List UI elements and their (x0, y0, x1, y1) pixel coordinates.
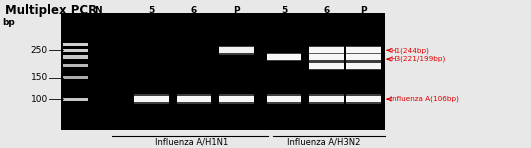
Bar (219, 96, 254, 102)
Bar (63, 64, 88, 67)
Text: Influenza A(106bp): Influenza A(106bp) (387, 96, 459, 102)
Text: Influenza A/H3N2: Influenza A/H3N2 (287, 138, 361, 147)
Bar (309, 96, 344, 102)
Text: 6: 6 (323, 6, 330, 15)
Bar (63, 49, 88, 52)
Bar (63, 98, 88, 101)
Bar (134, 94, 168, 104)
Bar (346, 47, 381, 53)
Bar (346, 61, 381, 70)
Bar (309, 54, 344, 60)
Text: 250: 250 (31, 46, 48, 55)
Bar (219, 46, 254, 55)
Bar (309, 61, 344, 70)
Bar (309, 47, 344, 53)
Bar (346, 53, 381, 61)
Text: 6: 6 (191, 6, 197, 15)
Bar (309, 94, 344, 104)
Bar (267, 96, 302, 102)
Bar (346, 94, 381, 104)
Bar (309, 53, 344, 61)
Text: 100: 100 (31, 95, 48, 104)
Text: 150: 150 (31, 73, 48, 82)
Text: P: P (233, 6, 239, 15)
Bar (219, 47, 254, 53)
Text: P: P (361, 6, 367, 15)
Bar (63, 76, 88, 79)
Text: 5: 5 (148, 6, 155, 15)
Text: Influenza A/H1N1: Influenza A/H1N1 (155, 138, 228, 147)
Bar (219, 94, 254, 104)
Text: 5: 5 (281, 6, 287, 15)
Bar (134, 96, 168, 102)
Bar (346, 63, 381, 69)
Bar (346, 54, 381, 60)
Text: bp: bp (3, 18, 15, 27)
Bar (63, 55, 88, 59)
Bar (267, 54, 302, 60)
Bar (267, 53, 302, 61)
Text: N: N (95, 6, 102, 15)
Text: H3(221/199bp): H3(221/199bp) (387, 56, 446, 62)
Bar (63, 43, 88, 46)
Bar (267, 94, 302, 104)
Text: Multiplex PCR: Multiplex PCR (5, 4, 98, 17)
Text: H1(244bp): H1(244bp) (387, 47, 429, 54)
Bar (346, 96, 381, 102)
Bar (176, 96, 211, 102)
Bar (61, 13, 385, 130)
Bar (176, 94, 211, 104)
Bar (309, 63, 344, 69)
Bar (346, 46, 381, 55)
Bar (309, 46, 344, 55)
